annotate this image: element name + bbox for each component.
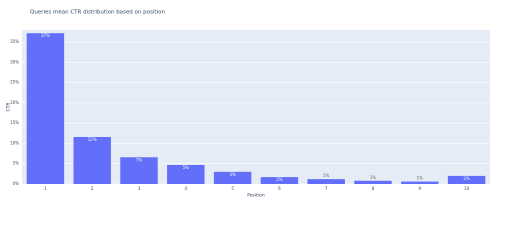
chart: Queries mean CTR distribution based on p… bbox=[6, 10, 490, 199]
y-axis-title: CTR bbox=[6, 102, 12, 111]
bar bbox=[401, 181, 439, 184]
bar bbox=[73, 136, 111, 184]
value-label: 37% bbox=[41, 33, 50, 38]
bar bbox=[307, 179, 345, 184]
page: {"chart_data": {"type": "bar", "title": … bbox=[5, 9, 490, 199]
y-tick-label: 5% bbox=[13, 161, 20, 166]
x-tick-label: 1 bbox=[44, 186, 47, 191]
y-tick-label: 0% bbox=[13, 181, 20, 186]
x-tick-label: 8 bbox=[372, 186, 375, 191]
x-tick-label: 6 bbox=[278, 186, 281, 191]
x-tick-label: 2 bbox=[91, 186, 94, 191]
bar bbox=[260, 177, 299, 184]
value-label: 1% bbox=[323, 173, 330, 178]
x-axis-title: Position bbox=[247, 193, 265, 199]
value-label: 2% bbox=[276, 177, 283, 182]
value-label: 1% bbox=[370, 175, 377, 180]
y-tick-label: 20% bbox=[10, 100, 19, 105]
value-label: 3% bbox=[229, 172, 236, 177]
value-label: 5% bbox=[183, 165, 190, 170]
bar bbox=[120, 157, 158, 184]
value-label: 2% bbox=[463, 176, 470, 181]
y-tick-label: 25% bbox=[10, 80, 19, 85]
bar bbox=[167, 164, 205, 184]
bar bbox=[354, 180, 392, 184]
x-tick-label: 5 bbox=[231, 186, 234, 191]
x-tick-label: 3 bbox=[138, 186, 141, 191]
y-tick-label: 35% bbox=[10, 39, 19, 44]
value-label: 7% bbox=[136, 157, 143, 162]
value-label: 1% bbox=[417, 176, 424, 181]
chart-title: Queries mean CTR distribution based on p… bbox=[30, 10, 165, 16]
y-tick-label: 15% bbox=[10, 120, 19, 125]
x-tick-label: 7 bbox=[325, 186, 328, 191]
y-tick-label: 10% bbox=[10, 140, 19, 145]
bar bbox=[447, 175, 486, 184]
y-tick-label: 30% bbox=[10, 59, 19, 64]
bar bbox=[26, 33, 65, 185]
x-tick-label: 10 bbox=[464, 186, 470, 191]
bar bbox=[213, 171, 252, 184]
x-tick-label: 9 bbox=[419, 186, 422, 191]
x-tick-label: 4 bbox=[185, 186, 188, 191]
value-label: 12% bbox=[88, 137, 97, 142]
